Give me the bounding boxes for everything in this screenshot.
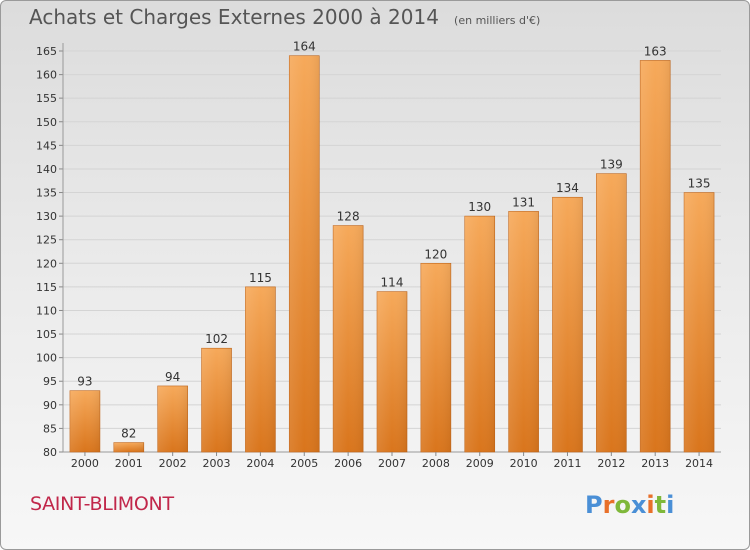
bar-shine	[289, 55, 320, 452]
x-tick-label: 2007	[378, 457, 406, 470]
logo-letter: r	[602, 491, 615, 519]
x-tick-label: 2003	[203, 457, 231, 470]
bar-shine	[596, 173, 627, 453]
bar-shine	[377, 291, 407, 452]
x-axis-ticks: 2000 2001 2002 2003 2004 2005 2006 2007 2008 2009…	[71, 452, 713, 470]
data-label: 128	[337, 210, 360, 224]
y-tick-label: 140	[36, 163, 57, 176]
bar-shine	[201, 348, 232, 452]
chart-title-text: Achats et Charges Externes 2000 à 2014	[29, 5, 439, 29]
bar-shine	[420, 263, 451, 452]
y-tick-label: 100	[36, 352, 57, 365]
y-tick-label: 145	[36, 139, 57, 152]
y-tick-label: 160	[36, 69, 57, 82]
data-label: 94	[165, 370, 180, 384]
x-tick-label: 2014	[685, 457, 713, 470]
x-tick-label: 2006	[334, 457, 362, 470]
bar-shine	[245, 286, 276, 452]
bar-shine	[464, 216, 495, 452]
bar-shine	[333, 225, 364, 452]
y-tick-label: 150	[36, 116, 57, 129]
chart-title: Achats et Charges Externes 2000 à 2014 (…	[29, 5, 540, 29]
bar-shine	[69, 390, 100, 452]
logo-letter: P	[585, 491, 603, 519]
bar-shine	[508, 211, 539, 452]
x-tick-label: 2002	[159, 457, 187, 470]
y-tick-label: 85	[43, 422, 57, 435]
commune-name: SAINT-BLIMONT	[30, 493, 174, 515]
data-label: 82	[121, 427, 136, 441]
data-label: 135	[688, 177, 711, 191]
bar-shine	[684, 192, 715, 452]
data-label: 164	[293, 40, 316, 54]
y-tick-label: 120	[36, 257, 57, 270]
x-tick-label: 2010	[510, 457, 538, 470]
y-tick-label: 90	[43, 399, 57, 412]
data-label: 93	[77, 375, 92, 389]
y-tick-label: 165	[36, 45, 57, 58]
data-label: 131	[512, 195, 535, 209]
chart-unit-note: (en milliers d'€)	[454, 14, 541, 27]
data-label: 102	[205, 332, 228, 346]
x-tick-label: 2008	[422, 457, 450, 470]
x-tick-label: 2013	[641, 457, 669, 470]
data-label: 139	[600, 158, 623, 172]
y-tick-label: 135	[36, 187, 57, 200]
data-label: 163	[644, 44, 667, 58]
logo-letter: i	[646, 491, 655, 519]
data-label: 114	[381, 276, 404, 290]
x-tick-label: 2000	[71, 457, 99, 470]
x-tick-label: 2004	[246, 457, 274, 470]
data-labels: 93 82 94 102 115 164 128 114 120 130 131 134 139 163 1…	[77, 40, 710, 441]
logo-letter: o	[614, 491, 631, 519]
logo-letter: i	[666, 491, 675, 519]
x-tick-label: 2012	[597, 457, 625, 470]
logo-letter: x	[630, 491, 647, 519]
proxiti-logo: Proxiti	[585, 491, 674, 519]
x-tick-label: 2005	[290, 457, 318, 470]
y-tick-label: 115	[36, 281, 57, 294]
bar-shine	[113, 442, 144, 452]
y-tick-label: 130	[36, 210, 57, 223]
x-tick-label: 2011	[553, 457, 581, 470]
data-label: 115	[249, 271, 272, 285]
x-tick-label: 2001	[115, 457, 143, 470]
logo-letter: t	[654, 491, 667, 519]
y-tick-label: 80	[43, 446, 57, 459]
y-tick-label: 155	[36, 92, 57, 105]
bar-shine	[157, 385, 188, 452]
y-tick-label: 95	[43, 375, 57, 388]
bar-shine	[552, 197, 583, 452]
y-tick-label: 110	[36, 304, 57, 317]
bar-shine	[640, 60, 671, 452]
bars	[69, 55, 715, 453]
data-label: 134	[556, 181, 579, 195]
x-tick-label: 2009	[466, 457, 494, 470]
y-tick-label: 105	[36, 328, 57, 341]
data-label: 120	[424, 247, 447, 261]
data-label: 130	[468, 200, 491, 214]
y-tick-label: 125	[36, 234, 57, 247]
